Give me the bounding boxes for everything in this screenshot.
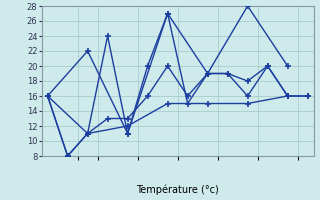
X-axis label: Température (°c): Température (°c) [136,184,219,195]
